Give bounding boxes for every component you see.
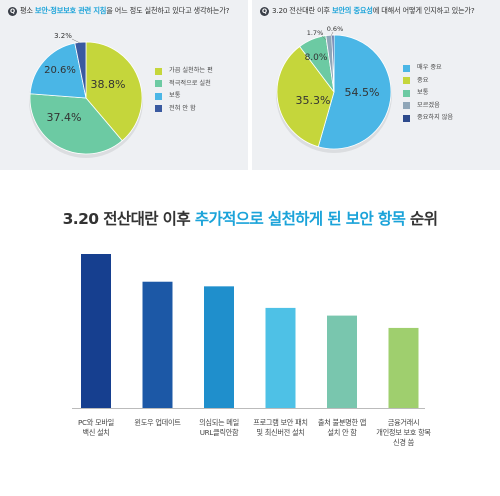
- pie-slice: [29, 42, 87, 99]
- bar: [388, 327, 419, 408]
- bar-category-line: 윈도우 업데이트: [134, 418, 181, 427]
- legend-swatch: [403, 102, 410, 110]
- pie-left-question: Q 평소 보안·정보보호 관련 지침을 어느 정도 실천하고 있다고 생각하는가?: [8, 6, 244, 16]
- legend-label: 적극적으로 실천: [169, 79, 211, 87]
- bar-category-label: 프로그램 보안 패치 및 최신버전 설치: [246, 418, 316, 438]
- pie-left-title-c: 을 어느 정도 실천하고 있다고 생각하는가?: [106, 6, 230, 15]
- legend-swatch: [403, 77, 410, 85]
- pie-left-title-a: 평소: [20, 6, 35, 15]
- legend-swatch: [403, 114, 410, 122]
- legend-item: 보통: [403, 87, 453, 100]
- pie-slice: [85, 41, 143, 142]
- question-icon: Q: [8, 6, 17, 16]
- legend-label: 중요: [417, 76, 429, 84]
- pie-leader-line: [330, 31, 334, 37]
- bar-category-line: 의심되는 메일: [199, 418, 239, 427]
- legend-item: 모르겠음: [403, 100, 453, 113]
- legend-swatch: [403, 89, 410, 97]
- pie-value-label: 20.6%: [44, 65, 76, 76]
- pie-right-title-a: 3.20 전산대란 이후: [272, 6, 332, 15]
- bar-title-a: 3.20 전산대란 이후: [62, 210, 195, 228]
- pie-value-label: 8.0%: [305, 53, 328, 63]
- bar-title-highlight: 추가적으로 실천하게 된 보안 항목: [194, 210, 406, 228]
- legend-item: 적극적으로 실천: [155, 78, 213, 91]
- bar-category-line: 프로그램 보안 패치: [253, 418, 308, 427]
- legend-item: 전혀 안 함: [155, 103, 213, 116]
- bar: [81, 254, 111, 408]
- pie-slice: [29, 93, 123, 155]
- legend-swatch: [403, 64, 410, 72]
- bar-category-label: 금융거래시 개인정보 보호 항목 신경 씀: [369, 418, 439, 448]
- pie-slice: [331, 34, 335, 93]
- legend-item: 보통: [155, 90, 213, 103]
- bar-category-line: 개인정보 보호 항목: [376, 428, 431, 437]
- legend-swatch: [155, 67, 162, 75]
- pie-leader-line: [321, 35, 327, 41]
- legend-label: 가끔 실천하는 편: [169, 67, 213, 74]
- bar-category-label: 출처 불분명한 앱 설치 안 함: [307, 418, 377, 438]
- legend-label: 전혀 안 함: [169, 104, 196, 112]
- bar-category-line: URL클릭안함: [199, 428, 239, 437]
- bar-category-line: 출처 불분명한 앱: [317, 418, 367, 427]
- bar: [327, 315, 357, 408]
- bar-category-line: 신경 씀: [393, 438, 414, 447]
- legend-label: 보통: [417, 89, 429, 96]
- pie-value-label: 38.8%: [91, 78, 126, 91]
- bar: [142, 281, 173, 408]
- pie-value-label: 37.4%: [47, 111, 82, 124]
- legend-swatch: [155, 80, 162, 88]
- legend-swatch: [155, 92, 162, 100]
- pie-chart-right: 54.5% 35.3% 8.0% 1.7% 0.6%: [276, 25, 392, 153]
- legend-label: 보통: [169, 92, 181, 99]
- pie-panel-right: Q 3.20 전산대란 이후 보안의 중요성에 대해서 어떻게 인지하고 있는가?…: [252, 0, 500, 170]
- bar-category-label: 윈도우 업데이트: [123, 418, 193, 428]
- pie-left-title-highlight: 보안·정보보호 관련 지침: [34, 6, 107, 15]
- legend-item: 중요: [403, 75, 453, 88]
- pie-right-question: Q 3.20 전산대란 이후 보안의 중요성에 대해서 어떻게 인지하고 있는가?: [260, 6, 496, 16]
- pie-value-label: 54.5%: [345, 86, 380, 99]
- pie-value-label: 3.2%: [54, 32, 72, 40]
- legend-item: 매우 중요: [403, 62, 453, 75]
- pie-panel-left: Q 평소 보안·정보보호 관련 지침을 어느 정도 실천하고 있다고 생각하는가?…: [0, 0, 248, 170]
- legend-item: 가끔 실천하는 편: [155, 65, 213, 78]
- bar-chart-title: 3.20 전산대란 이후 추가적으로 실천하게 된 보안 항목 순위: [0, 207, 500, 229]
- legend-label: 매우 중요: [417, 64, 442, 71]
- bar-category-line: PC와 모바일: [78, 418, 114, 427]
- pie-leader-line: [71, 38, 81, 44]
- legend-item: 중요하지 않음: [403, 112, 453, 125]
- bar-title-c: 순위: [405, 210, 438, 228]
- bar-category-line: 백신 설치: [82, 428, 110, 437]
- bar-category-label: 의심되는 메일 URL클릭안함: [184, 418, 254, 438]
- bar-category-line: 금융거래시: [387, 418, 420, 427]
- legend-label: 중요하지 않음: [417, 114, 454, 121]
- legend-label: 모르겠음: [417, 101, 440, 109]
- bar-category-line: 설치 안 함: [327, 428, 357, 437]
- pie-right-title-highlight: 보안의 중요성: [331, 6, 373, 15]
- pie-value-label: 1.7%: [307, 29, 324, 37]
- question-icon: Q: [260, 6, 269, 16]
- bar: [265, 307, 296, 408]
- pie-slice: [317, 34, 392, 150]
- legend-swatch: [155, 105, 162, 113]
- bar-category-line: 및 최신버전 설치: [256, 428, 305, 437]
- bar: [204, 286, 234, 408]
- pie-slice: [276, 45, 335, 148]
- pie-value-label: 0.6%: [327, 25, 344, 33]
- pie-chart-left: 38.8% 37.4% 20.6% 3.2%: [29, 32, 143, 158]
- pie-slice: [74, 41, 87, 99]
- pie-value-label: 35.3%: [296, 94, 331, 107]
- bar-category-label: PC와 모바일 백신 설치: [61, 418, 131, 438]
- pie-right-title-c: 에 대해서 어떻게 인지하고 있는가?: [372, 6, 475, 15]
